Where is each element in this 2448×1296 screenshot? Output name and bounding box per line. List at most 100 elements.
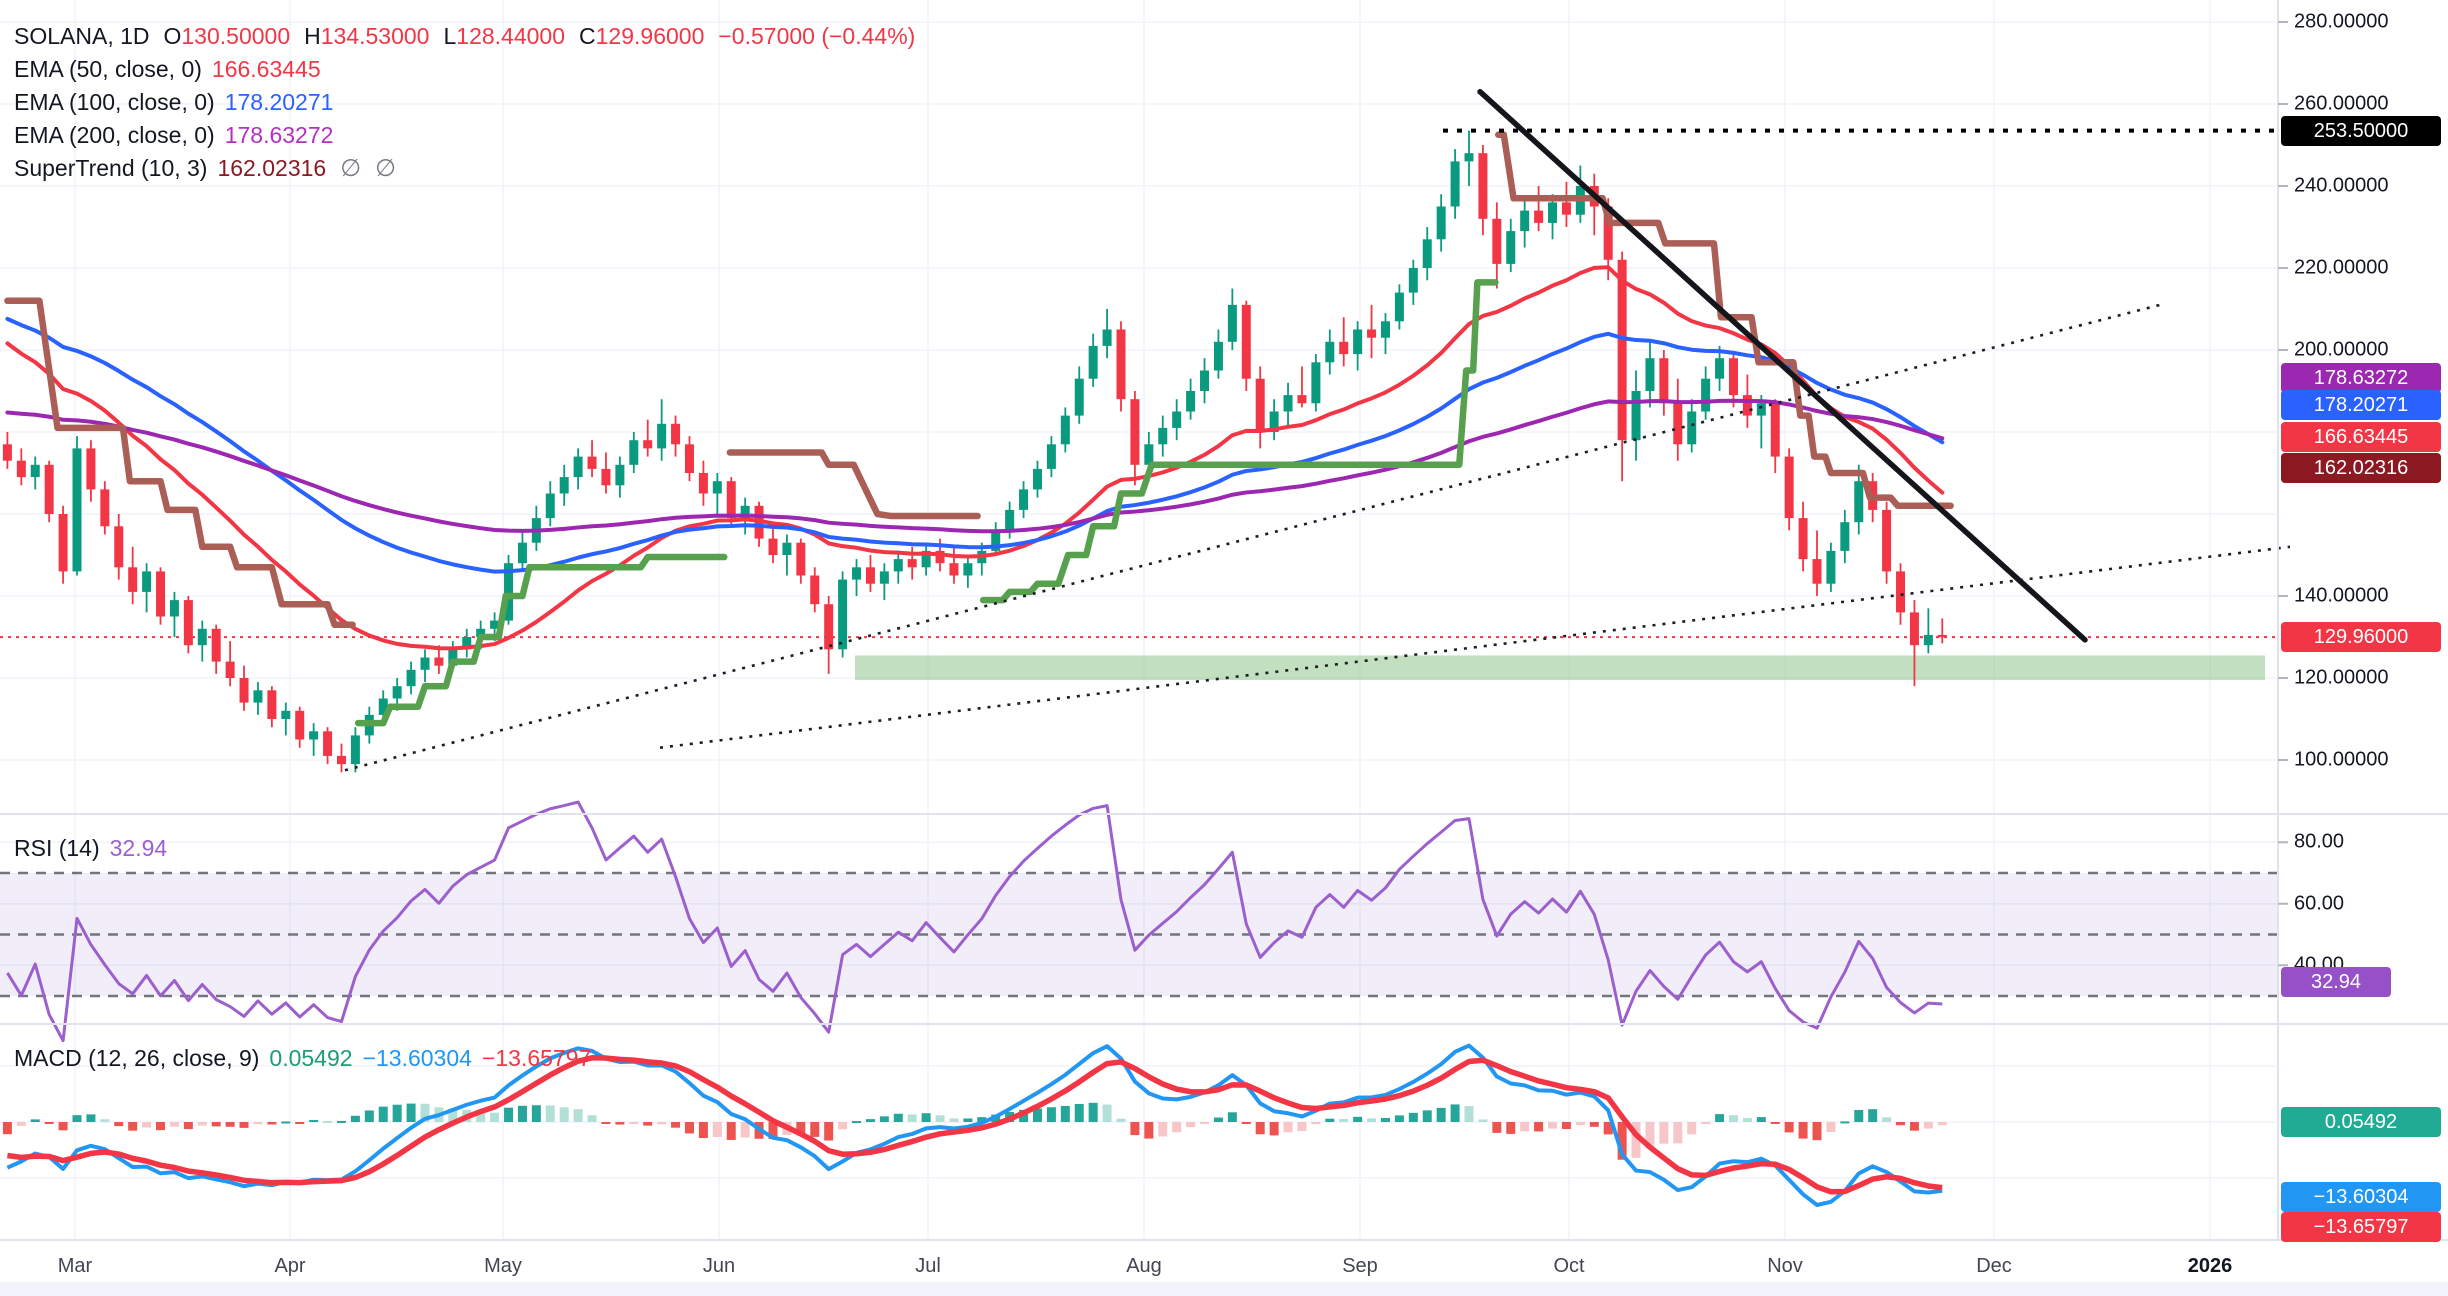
- candle-body: [114, 526, 124, 568]
- candle-body: [1603, 206, 1613, 260]
- ema50-legend-row[interactable]: EMA (50, close, 0) 166.63445: [14, 53, 321, 85]
- candle-body: [309, 731, 319, 740]
- candle-body: [1854, 481, 1864, 523]
- candle-body: [448, 649, 458, 666]
- rsi-axis-label[interactable]: 80.00: [2294, 830, 2345, 853]
- candle-body: [726, 481, 736, 519]
- macd-histogram-bar: [1213, 1117, 1223, 1122]
- candle-body: [712, 481, 722, 494]
- candle-body: [1715, 358, 1725, 379]
- high-label: H: [304, 22, 321, 49]
- candle-body: [253, 690, 263, 703]
- ema200-value: 178.63272: [224, 121, 334, 148]
- price-axis-label[interactable]: 100.00000: [2294, 748, 2389, 771]
- supertrend-legend-row[interactable]: SuperTrend (10, 3) 162.02316 ∅ ∅: [14, 152, 396, 184]
- candle-body: [30, 464, 40, 478]
- macd-histogram-bar: [1534, 1122, 1544, 1132]
- macd-histogram-bar: [1770, 1122, 1780, 1124]
- macd-histogram-bar: [907, 1114, 917, 1122]
- macd-histogram-bar: [1798, 1122, 1808, 1139]
- candle-body: [1812, 559, 1822, 584]
- candle-body: [72, 448, 82, 572]
- macd-histogram-bar: [963, 1118, 973, 1122]
- price-axis-label[interactable]: 240.00000: [2294, 174, 2389, 197]
- low-value: 128.44000: [456, 22, 566, 49]
- macd-legend-row[interactable]: MACD (12, 26, close, 9) 0.05492 −13.6030…: [14, 1042, 591, 1074]
- candle-body: [1798, 518, 1808, 560]
- candle-body: [629, 440, 639, 465]
- time-axis-label[interactable]: May: [484, 1255, 522, 1277]
- price-axis-label[interactable]: 140.00000: [2294, 584, 2389, 607]
- support-zone: [855, 655, 2265, 681]
- candle-body: [1784, 456, 1794, 519]
- price-axis-label[interactable]: 200.00000: [2294, 338, 2389, 361]
- candle-body: [1283, 395, 1293, 412]
- macd-histogram-bar: [1380, 1117, 1390, 1122]
- macd-histogram-bar: [448, 1108, 458, 1122]
- macd-histogram-bar: [1450, 1104, 1460, 1122]
- close-label: C: [579, 22, 596, 49]
- candle-body: [852, 567, 862, 580]
- price-axis-label[interactable]: 120.00000: [2294, 666, 2389, 689]
- time-axis-label[interactable]: Jun: [702, 1255, 736, 1277]
- time-axis-label[interactable]: Nov: [1767, 1255, 1803, 1277]
- time-axis-label[interactable]: Mar: [57, 1255, 93, 1277]
- rising-dotted-trendline: [659, 545, 2291, 749]
- candle-body: [197, 628, 207, 646]
- time-axis-label[interactable]: Oct: [1553, 1255, 1585, 1277]
- candle-body: [1172, 411, 1182, 428]
- ema100-legend-row[interactable]: EMA (100, close, 0) 178.20271: [14, 86, 333, 118]
- time-axis-label[interactable]: Dec: [1976, 1255, 2012, 1277]
- price-axis-badge: 162.02316: [2281, 453, 2441, 483]
- supertrend-source-toggle-icon[interactable]: ∅: [340, 154, 362, 182]
- rsi-legend-row[interactable]: RSI (14) 32.94: [14, 832, 167, 864]
- candle-body: [1464, 153, 1474, 162]
- macd-histogram-bar: [1659, 1122, 1669, 1144]
- macd-histogram-bar: [852, 1121, 862, 1124]
- price-axis-label[interactable]: 280.00000: [2294, 10, 2389, 33]
- candle-body: [587, 456, 597, 469]
- price-axis-badge: 129.96000: [2281, 622, 2441, 652]
- macd-histogram-bar: [350, 1115, 360, 1122]
- macd-histogram-bar: [935, 1115, 945, 1122]
- candle-body: [1909, 612, 1919, 646]
- ema200-line: [5, 398, 1945, 534]
- macd-histogram-bar: [1868, 1109, 1878, 1122]
- supertrend-label: SuperTrend (10, 3): [14, 154, 208, 181]
- time-axis-label[interactable]: Apr: [274, 1255, 306, 1277]
- macd-histogram-bar: [1575, 1122, 1585, 1126]
- time-axis-label[interactable]: 2026: [2187, 1255, 2233, 1277]
- macd-histogram-bar: [1060, 1105, 1070, 1122]
- candle-body: [1617, 259, 1627, 441]
- ema200-legend-row[interactable]: EMA (200, close, 0) 178.63272: [14, 119, 333, 151]
- macd-histogram-bar: [1394, 1115, 1404, 1122]
- price-axis-label[interactable]: 260.00000: [2294, 92, 2389, 115]
- price-axis-label[interactable]: 220.00000: [2294, 256, 2389, 279]
- macd-histogram-bar: [1478, 1119, 1488, 1122]
- macd-histogram-bar: [601, 1122, 611, 1124]
- time-axis-label[interactable]: Jul: [915, 1255, 941, 1277]
- time-axis-label[interactable]: Sep: [1342, 1255, 1378, 1277]
- rsi-axis-label[interactable]: 60.00: [2294, 892, 2345, 915]
- candle-body: [142, 571, 152, 592]
- candle-body: [434, 657, 444, 666]
- candle-body: [879, 571, 889, 584]
- symbol-legend-row[interactable]: SOLANA, 1D O 130.50000 H 134.53000 L 128.44…: [14, 20, 915, 52]
- candle-body: [1701, 378, 1711, 412]
- candle-body: [1353, 329, 1363, 355]
- candle-body: [1882, 509, 1892, 572]
- macd-histogram-bar: [684, 1122, 694, 1134]
- macd-histogram-bar: [1130, 1122, 1140, 1136]
- candle-body: [1060, 415, 1070, 445]
- candle-body: [1269, 411, 1279, 432]
- time-axis-label[interactable]: Aug: [1126, 1255, 1162, 1277]
- supertrend-source-toggle-icon[interactable]: ∅: [375, 154, 397, 182]
- candle-body: [1074, 378, 1084, 416]
- candle-body: [545, 493, 555, 519]
- macd-histogram-bar: [726, 1122, 736, 1140]
- candle-body: [963, 563, 973, 576]
- macd-histogram-bar: [893, 1113, 903, 1122]
- candle-body: [225, 661, 235, 678]
